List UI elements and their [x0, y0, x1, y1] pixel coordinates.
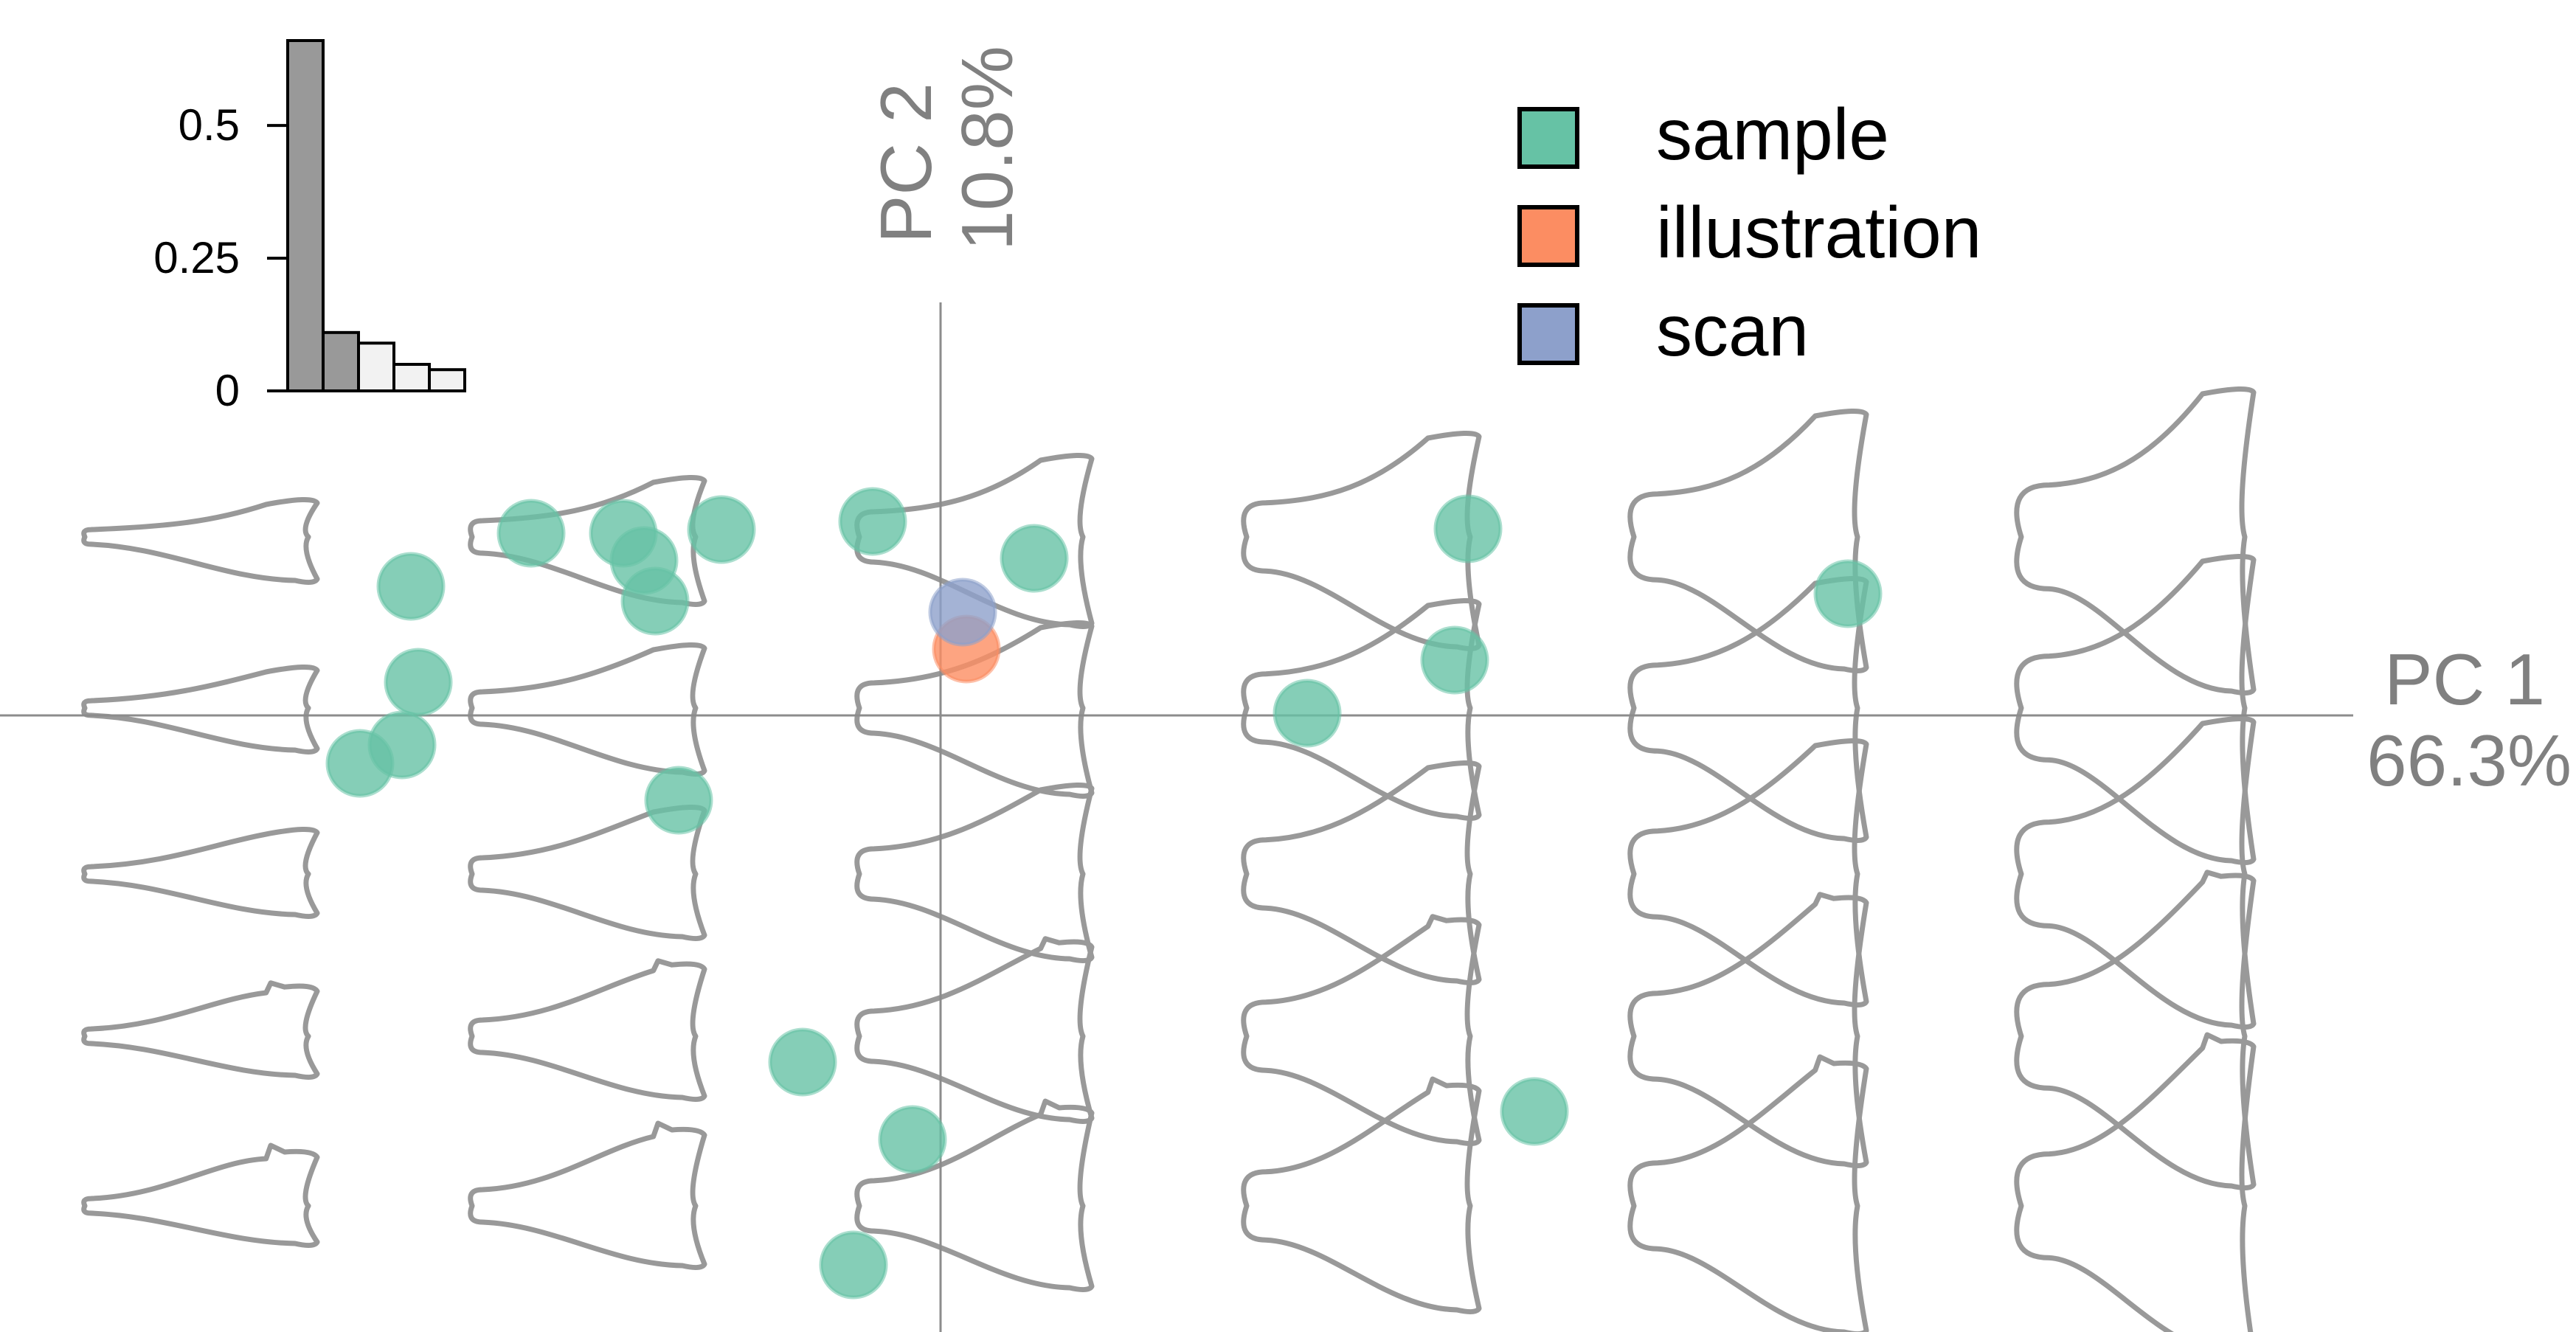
morphospace-shape-r4-c3: [854, 936, 1095, 1125]
pc1-axis-variance: 66.3%: [2366, 720, 2572, 801]
morphospace-shapes: [81, 386, 2257, 1332]
inset-bar-2: [322, 330, 360, 393]
morphospace-shape-r5-c5: [1627, 1054, 1869, 1332]
morphospace-shape-r1-c5: [1627, 408, 1869, 674]
legend-label-scan: scan: [1656, 290, 1809, 371]
point-sample-14: [1433, 494, 1503, 563]
morphospace-shape-r1-c1: [81, 496, 320, 586]
legend-swatch-sample: [1517, 107, 1579, 169]
inset-bar-1: [286, 39, 325, 392]
point-sample-16: [644, 766, 713, 835]
point-scan-1: [928, 577, 997, 647]
pc1-axis-name: PC 1: [2384, 639, 2545, 720]
morphospace-shape-r5-c1: [81, 1142, 320, 1249]
point-sample-13: [1420, 625, 1489, 695]
morphospace-shape-r3-c5: [1627, 738, 1869, 1008]
morphospace-shape-r4-c2: [468, 958, 707, 1103]
morphospace-shape-r2-c1: [81, 664, 320, 755]
morphospace-shape-r4-c4: [1241, 914, 1482, 1147]
point-sample-15: [1813, 559, 1883, 628]
morphospace-shape-r5-c3: [854, 1098, 1095, 1293]
morphospace-shape-r5-c6: [2014, 1032, 2257, 1332]
point-sample-17: [768, 1027, 837, 1097]
inset-bar-3: [357, 341, 395, 392]
point-sample-8: [620, 566, 690, 636]
morphospace-shape-r1-c3: [854, 452, 1095, 630]
morphospace-shape-r3-c4: [1241, 760, 1482, 986]
point-sample-11: [1000, 524, 1069, 593]
morphospace-shape-r4-c1: [81, 980, 320, 1080]
morphospace-shape-r2-c4: [1241, 597, 1482, 822]
morphospace-shape-r3-c3: [854, 782, 1095, 964]
morphospace-shape-r2-c5: [1627, 575, 1869, 844]
legend: sample illustration scan: [1517, 94, 1981, 371]
point-sample-2: [384, 648, 453, 717]
inset-ytick-label-3: 0: [215, 366, 240, 415]
inset-ytick-label-1: 0.5: [179, 100, 240, 150]
morphospace-shape-r5-c4: [1241, 1076, 1482, 1315]
inset-ytick-label-2: 0.25: [153, 233, 240, 282]
morphospace-shape-r3-c1: [81, 826, 320, 920]
legend-label-sample: sample: [1656, 94, 1889, 175]
morphospace-shape-r2-c6: [2014, 553, 2257, 866]
legend-swatch-scan: [1517, 303, 1579, 365]
point-sample-3: [376, 552, 446, 621]
morphospace-shape-r2-c2: [468, 642, 707, 777]
variance-inset-bar-chart: 0.5 0.25 0: [153, 39, 466, 415]
inset-bar-4: [392, 363, 431, 392]
morphospace-shape-r1-c6: [2014, 386, 2257, 696]
point-sample-18: [878, 1105, 947, 1174]
morphospace-shape-r5-c2: [468, 1120, 707, 1271]
pc2-axis-variance: 10.8%: [946, 46, 1028, 251]
morphospace-shape-r3-c2: [468, 804, 707, 942]
point-sample-5: [496, 499, 566, 568]
point-sample-19: [819, 1230, 888, 1300]
point-sample-4: [367, 710, 437, 780]
point-sample-10: [838, 487, 907, 556]
legend-label-illustration: illustration: [1656, 192, 1981, 273]
scatter-points: [325, 487, 1883, 1300]
point-sample-20: [1500, 1077, 1569, 1146]
morphospace-shape-r4-c6: [2014, 870, 2257, 1191]
morphospace-shape-r4-c5: [1627, 892, 1869, 1169]
pc2-axis-name: PC 2: [865, 83, 946, 243]
legend-swatch-illustration: [1517, 205, 1579, 267]
point-sample-12: [1273, 679, 1342, 748]
point-sample-9: [687, 495, 756, 564]
inset-bar-5: [428, 368, 466, 393]
